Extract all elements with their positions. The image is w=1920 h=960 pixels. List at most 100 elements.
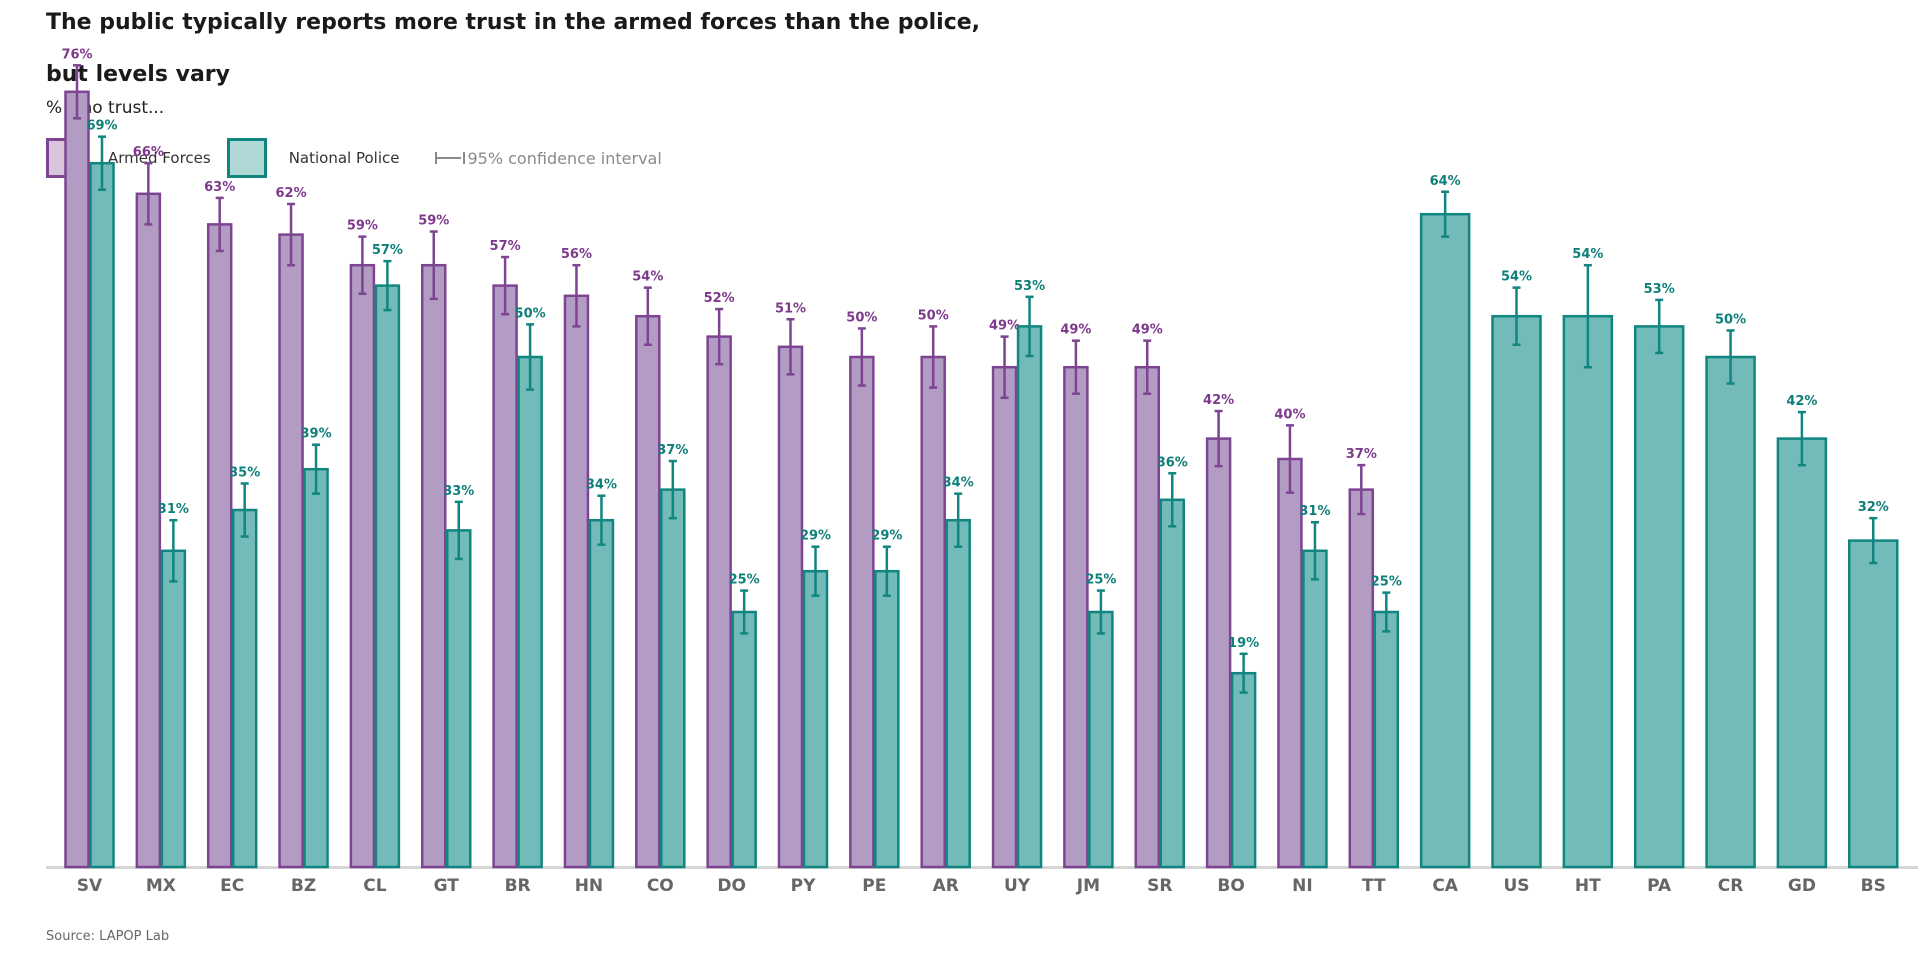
- x-tick-label-CA: CA: [1432, 876, 1458, 896]
- x-tick-label-CR: CR: [1718, 876, 1744, 896]
- legend-label-national-police: National Police: [288, 149, 400, 167]
- bar-armed-forces-TT: [1348, 488, 1375, 869]
- bar-national-police-PY: [802, 569, 829, 869]
- bar-national-police-CR: [1705, 355, 1756, 869]
- data-label-armed-forces-BR: 57%: [490, 239, 521, 254]
- data-label-armed-forces-AR: 50%: [918, 308, 949, 323]
- data-label-armed-forces-CO: 54%: [632, 270, 663, 285]
- data-label-armed-forces-CL: 59%: [347, 219, 378, 234]
- data-label-national-police-MX: 31%: [158, 502, 189, 517]
- data-label-armed-forces-BO: 42%: [1203, 393, 1234, 408]
- bar-national-police-NI: [1302, 549, 1328, 869]
- data-label-national-police-AR: 34%: [943, 476, 974, 491]
- bar-national-police-CA: [1419, 212, 1471, 869]
- x-tick-label-PE: PE: [862, 876, 886, 896]
- data-label-national-police-BR: 50%: [515, 306, 546, 321]
- bar-national-police-CL: [374, 284, 401, 869]
- data-label-national-police-GD: 42%: [1786, 394, 1817, 409]
- data-label-national-police-US: 54%: [1501, 270, 1532, 285]
- x-tick-label-GD: GD: [1788, 876, 1816, 896]
- x-tick-label-HT: HT: [1575, 876, 1601, 896]
- bar-armed-forces-PY: [777, 345, 804, 869]
- bar-national-police-DO: [731, 610, 757, 869]
- data-label-national-police-BO: 19%: [1228, 636, 1259, 651]
- bar-armed-forces-CL: [349, 263, 376, 869]
- bar-national-police-HT: [1562, 314, 1614, 869]
- data-label-national-police-EC: 35%: [229, 465, 260, 480]
- bar-armed-forces-BR: [492, 284, 518, 869]
- bar-national-police-UY: [1016, 325, 1043, 869]
- bar-national-police-JM: [1088, 610, 1114, 869]
- bar-armed-forces-NI: [1277, 457, 1303, 869]
- data-label-armed-forces-TT: 37%: [1346, 447, 1377, 462]
- data-label-national-police-UY: 53%: [1014, 279, 1045, 294]
- data-label-national-police-CO: 37%: [657, 443, 688, 458]
- x-tick-label-GT: GT: [434, 876, 460, 896]
- data-label-national-police-SR: 36%: [1157, 455, 1188, 470]
- x-tick-label-SR: SR: [1147, 876, 1172, 896]
- data-label-national-police-PA: 53%: [1644, 282, 1675, 297]
- bar-armed-forces-BZ: [278, 233, 304, 869]
- data-label-national-police-BS: 32%: [1858, 500, 1889, 515]
- x-tick-label-BZ: BZ: [291, 876, 316, 896]
- data-label-armed-forces-NI: 40%: [1274, 407, 1305, 422]
- data-label-national-police-JM: 25%: [1085, 573, 1116, 588]
- data-label-armed-forces-UY: 49%: [989, 319, 1020, 334]
- legend-swatch-national-police: [226, 138, 267, 178]
- bar-armed-forces-MX: [135, 192, 162, 869]
- data-label-armed-forces-HN: 56%: [561, 247, 592, 262]
- data-label-national-police-CA: 64%: [1430, 174, 1461, 189]
- data-label-armed-forces-MX: 66%: [133, 145, 164, 160]
- bar-national-police-AR: [945, 518, 971, 869]
- bar-armed-forces-EC: [206, 223, 233, 869]
- chart-title-line-1: The public typically reports more trust …: [46, 10, 981, 35]
- x-tick-label-NI: NI: [1292, 876, 1313, 896]
- bar-national-police-BS: [1848, 539, 1899, 869]
- bar-national-police-BR: [517, 355, 543, 869]
- x-tick-label-EC: EC: [220, 876, 244, 896]
- data-label-national-police-SV: 69%: [86, 119, 117, 134]
- data-label-armed-forces-BZ: 62%: [275, 186, 306, 201]
- data-label-national-police-HT: 54%: [1572, 247, 1603, 262]
- bar-national-police-BZ: [303, 467, 329, 869]
- source-note: Source: LAPOP Lab: [46, 929, 170, 944]
- bar-national-police-GD: [1776, 437, 1828, 869]
- data-label-national-police-CR: 50%: [1715, 312, 1746, 327]
- data-label-national-police-TT: 25%: [1371, 575, 1402, 590]
- data-label-armed-forces-EC: 63%: [204, 180, 235, 195]
- legend-confidence-interval: 95% confidence interval: [435, 149, 662, 168]
- data-label-national-police-HN: 34%: [586, 478, 617, 493]
- x-tick-label-CO: CO: [647, 876, 674, 896]
- data-label-national-police-PE: 29%: [871, 529, 902, 544]
- bar-armed-forces-JM: [1063, 365, 1089, 869]
- data-label-national-police-BZ: 39%: [300, 427, 331, 442]
- bar-national-police-MX: [160, 549, 187, 869]
- x-tick-label-PY: PY: [791, 876, 816, 896]
- x-tick-label-JM: JM: [1076, 876, 1100, 896]
- legend-label-armed-forces: Armed Forces: [108, 149, 211, 167]
- data-label-national-police-DO: 25%: [729, 573, 760, 588]
- data-label-national-police-NI: 31%: [1299, 504, 1330, 519]
- data-label-national-police-PY: 29%: [800, 529, 831, 544]
- x-tick-label-TT: TT: [1362, 876, 1386, 896]
- bar-armed-forces-SR: [1134, 365, 1160, 869]
- bar-armed-forces-DO: [706, 335, 732, 869]
- bar-armed-forces-CO: [635, 314, 661, 869]
- data-label-armed-forces-JM: 49%: [1060, 323, 1091, 338]
- x-tick-label-UY: UY: [1004, 876, 1031, 896]
- bar-national-police-HN: [588, 518, 615, 869]
- x-tick-label-HN: HN: [575, 876, 603, 896]
- x-tick-label-PA: PA: [1647, 876, 1672, 896]
- confidence-interval-icon: [435, 151, 462, 165]
- x-tick-label-BS: BS: [1861, 876, 1886, 896]
- data-label-armed-forces-PE: 50%: [846, 310, 877, 325]
- data-label-armed-forces-DO: 52%: [704, 291, 735, 306]
- data-label-armed-forces-PY: 51%: [775, 301, 806, 316]
- bar-armed-forces-GT: [421, 263, 447, 869]
- x-tick-label-US: US: [1503, 876, 1529, 896]
- bar-national-police-GT: [446, 529, 472, 869]
- x-tick-label-BR: BR: [505, 876, 531, 896]
- bar-national-police-SV: [89, 161, 115, 869]
- x-tick-label-SV: SV: [77, 876, 103, 896]
